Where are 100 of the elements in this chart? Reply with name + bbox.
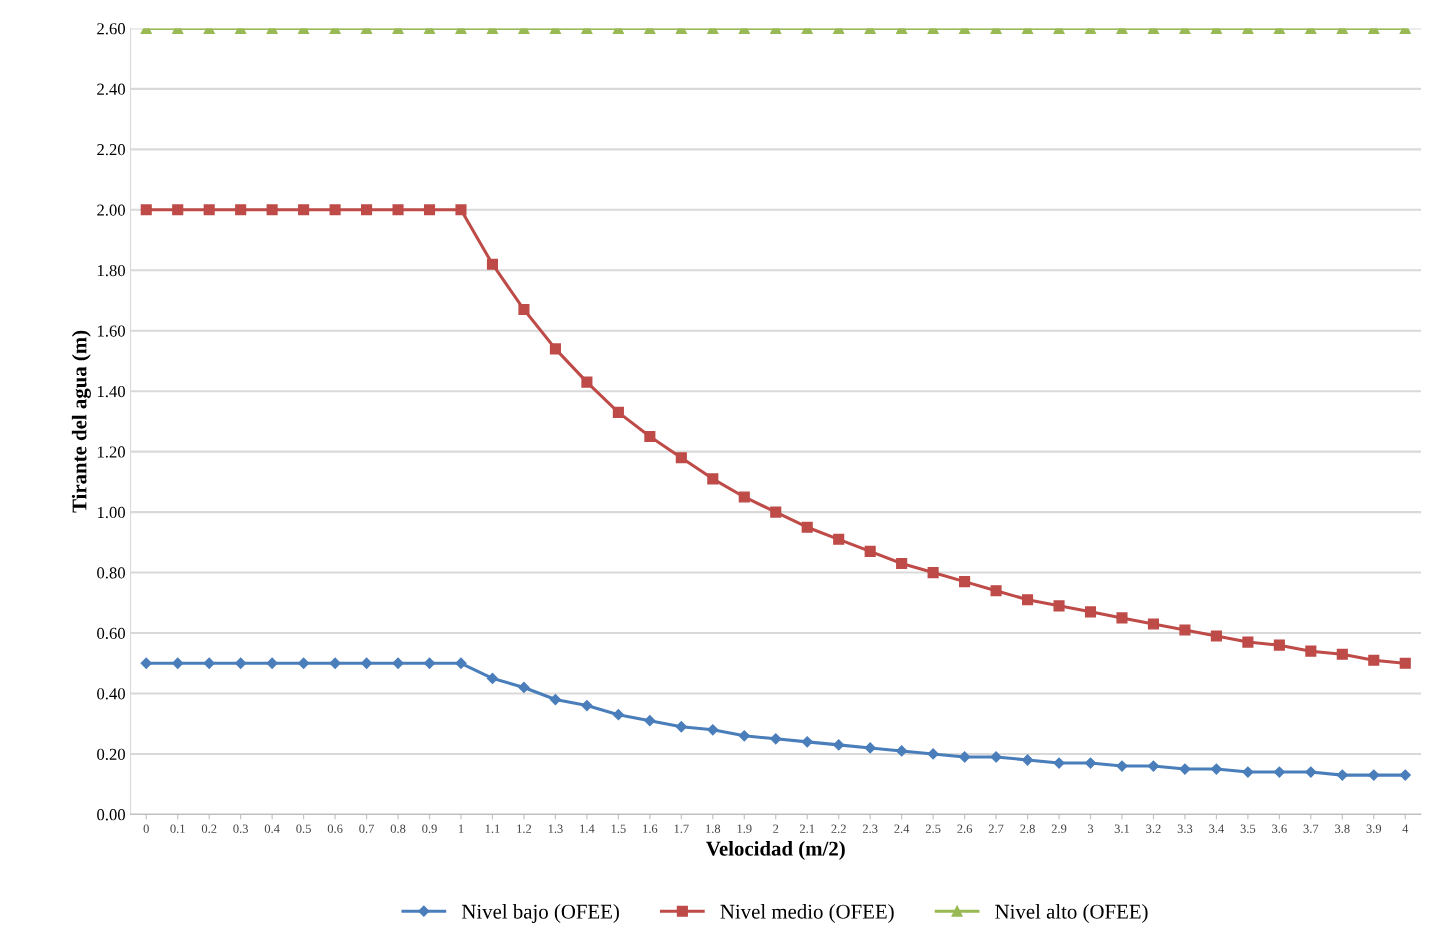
x-tick-label: 1.7	[674, 824, 689, 833]
point	[1368, 654, 1380, 666]
x-tick-label: 1.6	[643, 824, 658, 833]
point	[329, 204, 341, 216]
x-tick-label: 3.6	[1272, 824, 1287, 833]
x-tick-label: 0.9	[422, 824, 437, 833]
point	[770, 733, 782, 745]
y-tick-label: 2.20	[97, 144, 125, 156]
point	[644, 715, 656, 727]
point	[486, 258, 499, 270]
point	[518, 681, 530, 694]
y-tick-label: 2.60	[97, 23, 125, 35]
point	[235, 657, 247, 669]
point	[1179, 763, 1191, 775]
point	[1021, 594, 1034, 606]
point	[833, 739, 845, 751]
point	[140, 204, 152, 216]
point	[140, 657, 152, 669]
x-tick-label: 1.4	[580, 824, 595, 833]
x-tick-label: 1.3	[548, 824, 563, 833]
x-tick-label: 2.9	[1051, 824, 1067, 833]
point	[644, 430, 656, 443]
point	[518, 304, 530, 316]
y-tick-label: 1.60	[97, 325, 125, 337]
x-tick-label: 0	[143, 824, 149, 833]
point	[1084, 606, 1097, 618]
point	[392, 204, 404, 216]
point	[455, 657, 467, 669]
point	[612, 709, 624, 721]
point	[1399, 769, 1411, 781]
point	[738, 730, 750, 742]
x-tick-label: 3.5	[1240, 824, 1256, 833]
x-tick-label: 2.1	[799, 824, 815, 833]
point	[896, 745, 908, 757]
point	[549, 343, 561, 355]
point	[235, 204, 247, 216]
x-tick-label: 2.2	[831, 824, 846, 833]
point	[1053, 600, 1065, 612]
point	[423, 204, 436, 216]
point	[707, 473, 719, 485]
y-tick-label: 2.40	[97, 83, 125, 95]
x-tick-label: 1	[458, 824, 464, 833]
point	[581, 699, 593, 712]
point	[172, 204, 184, 216]
x-tick-label: 2.7	[988, 824, 1004, 833]
point	[423, 657, 436, 669]
point	[1305, 766, 1317, 778]
point	[738, 491, 750, 503]
x-tick-label: 0.5	[296, 824, 311, 833]
point	[203, 204, 215, 216]
x-tick-label: 0.8	[390, 824, 406, 833]
x-tick-label: 1.8	[706, 824, 721, 833]
point	[990, 751, 1002, 763]
x-tick-label: 1.5	[611, 824, 626, 833]
y-tick-label: 1.00	[97, 506, 125, 519]
point	[266, 204, 278, 216]
x-tick-label: 3.7	[1303, 824, 1319, 833]
x-tick-label: 3.2	[1146, 824, 1161, 833]
x-tick-label: 3.9	[1366, 824, 1382, 833]
x-tick-label: 3	[1087, 824, 1094, 833]
point	[990, 585, 1002, 597]
point	[770, 506, 782, 518]
y-tick-label: 0.20	[97, 748, 125, 760]
point	[801, 736, 813, 748]
x-tick-label: 3.3	[1177, 824, 1193, 833]
x-tick-label: 2.8	[1020, 824, 1035, 833]
point	[1084, 757, 1097, 769]
point	[298, 657, 310, 669]
point	[549, 693, 562, 706]
x-tick-label: 1.9	[737, 824, 752, 833]
x-tick-label: 0.6	[327, 824, 343, 833]
x-tick-label: 4	[1402, 824, 1409, 833]
y-tick-label: 0.40	[97, 688, 125, 700]
y-tick-label: 1.20	[97, 446, 125, 458]
legend-label: Nivel medio (OFEE)	[720, 904, 894, 923]
point	[1273, 639, 1285, 651]
point	[1116, 612, 1128, 624]
point	[203, 657, 215, 669]
point	[172, 657, 184, 669]
point	[455, 204, 467, 216]
point	[266, 657, 278, 669]
x-tick-label: 2.3	[862, 824, 878, 833]
y-tick-label: 2.00	[97, 204, 125, 216]
point	[1336, 769, 1348, 781]
x-tick-label: 1.1	[485, 824, 500, 833]
point	[1242, 766, 1254, 778]
x-tick-label: 0.7	[359, 824, 375, 833]
x-tick-label: 0.1	[170, 824, 185, 833]
x-tick-label: 3.1	[1114, 824, 1130, 833]
point	[486, 672, 499, 684]
x-tick-label: 0.4	[264, 824, 280, 833]
point	[1273, 766, 1285, 778]
y-tick-label: 0.60	[97, 627, 125, 640]
point	[1021, 754, 1034, 766]
point	[1368, 769, 1380, 781]
point	[707, 724, 719, 736]
legend-label: Nivel bajo (OFEE)	[461, 904, 619, 923]
x-tick-label: 0.2	[201, 824, 217, 833]
x-tick-label: 2.4	[894, 824, 910, 833]
point	[864, 742, 876, 754]
